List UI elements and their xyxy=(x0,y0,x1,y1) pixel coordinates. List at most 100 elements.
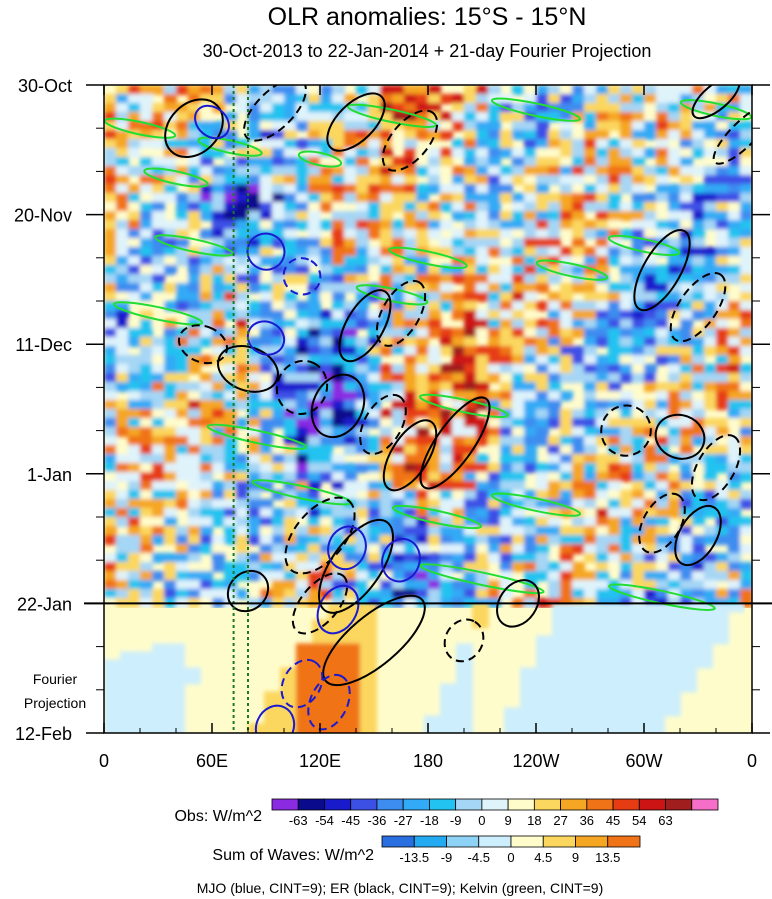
obs-cell xyxy=(368,382,381,392)
obs-cell xyxy=(740,418,752,428)
obs-cell xyxy=(488,535,501,545)
obs-cell xyxy=(440,445,453,455)
obs-cell xyxy=(680,391,693,401)
obs-cell xyxy=(248,445,261,455)
projection-cell xyxy=(584,731,601,733)
obs-cell xyxy=(704,310,717,320)
obs-cell xyxy=(176,238,189,248)
obs-cell xyxy=(140,94,153,104)
obs-cell xyxy=(320,364,333,374)
obs-cell xyxy=(692,427,705,437)
obs-colorbar-level: -27 xyxy=(394,813,413,828)
projection-cell xyxy=(456,643,473,653)
obs-cell xyxy=(560,121,573,131)
obs-cell xyxy=(308,139,321,149)
obs-colorbar-swatch xyxy=(402,798,430,811)
obs-cell xyxy=(392,481,405,491)
obs-cell xyxy=(536,220,549,230)
obs-cell xyxy=(500,337,513,347)
obs-cell xyxy=(440,382,453,392)
obs-cell xyxy=(152,436,165,446)
obs-cell xyxy=(680,85,693,95)
obs-cell xyxy=(404,265,417,275)
obs-cell xyxy=(284,175,297,185)
obs-cell xyxy=(512,274,525,284)
obs-cell xyxy=(488,148,501,158)
projection-cell xyxy=(648,659,665,669)
obs-cell xyxy=(584,175,597,185)
obs-cell xyxy=(164,121,177,131)
obs-cell xyxy=(368,562,381,572)
obs-cell xyxy=(524,274,537,284)
obs-cell xyxy=(272,292,285,302)
obs-cell xyxy=(656,472,669,482)
obs-cell xyxy=(428,175,441,185)
obs-cell xyxy=(464,85,477,95)
obs-cell xyxy=(320,148,333,158)
obs-cell xyxy=(572,274,585,284)
obs-cell xyxy=(716,346,729,356)
obs-cell xyxy=(128,472,141,482)
obs-cell xyxy=(548,346,561,356)
obs-colorbar-swatch xyxy=(691,798,719,811)
obs-cell xyxy=(476,436,489,446)
obs-cell xyxy=(152,364,165,374)
obs-cell xyxy=(536,346,549,356)
obs-cell xyxy=(284,382,297,392)
obs-cell xyxy=(104,112,117,122)
obs-cell xyxy=(164,409,177,419)
obs-cell xyxy=(428,220,441,230)
obs-cell xyxy=(596,481,609,491)
obs-cell xyxy=(560,337,573,347)
obs-cell xyxy=(356,391,369,401)
obs-cell xyxy=(428,481,441,491)
obs-colorbar: -63 -54 -45 -36 -27 -18 -9 0 9 18 27 36 45 54 63 xyxy=(271,798,719,828)
projection-cell xyxy=(136,659,153,669)
obs-cell xyxy=(356,445,369,455)
obs-cell xyxy=(320,184,333,194)
obs-cell xyxy=(164,319,177,329)
obs-cell xyxy=(104,166,117,176)
obs-cell xyxy=(320,409,333,419)
obs-cell xyxy=(740,184,752,194)
obs-cell xyxy=(524,256,537,266)
projection-cell xyxy=(696,635,713,645)
obs-cell xyxy=(140,346,153,356)
x-tick-label: 180 xyxy=(413,751,443,771)
obs-cell xyxy=(548,202,561,212)
obs-cell xyxy=(296,175,309,185)
obs-cell xyxy=(464,121,477,131)
obs-cell xyxy=(176,562,189,572)
obs-cell xyxy=(704,400,717,410)
obs-cell xyxy=(212,544,225,554)
obs-cell xyxy=(224,265,237,275)
obs-cell xyxy=(656,355,669,365)
obs-cell xyxy=(716,337,729,347)
projection-cell xyxy=(648,675,665,685)
obs-cell xyxy=(524,373,537,383)
obs-cell xyxy=(644,103,657,113)
obs-cell xyxy=(428,103,441,113)
obs-cell xyxy=(572,319,585,329)
obs-cell xyxy=(632,409,645,419)
obs-cell xyxy=(368,418,381,428)
obs-cell xyxy=(176,139,189,149)
obs-cell xyxy=(404,274,417,284)
obs-cell xyxy=(680,571,693,581)
obs-cell xyxy=(356,463,369,473)
projection-cell xyxy=(312,651,329,661)
obs-cell xyxy=(416,103,429,113)
obs-cell xyxy=(392,175,405,185)
obs-cell xyxy=(440,175,453,185)
obs-cell xyxy=(320,346,333,356)
projection-cell xyxy=(552,691,569,701)
obs-cell xyxy=(428,580,441,590)
obs-cell xyxy=(524,130,537,140)
obs-cell xyxy=(296,319,309,329)
obs-cell xyxy=(320,112,333,122)
obs-cell xyxy=(596,310,609,320)
obs-cell xyxy=(704,265,717,275)
obs-cell xyxy=(308,436,321,446)
projection-cell xyxy=(360,699,377,709)
obs-cell xyxy=(200,121,213,131)
